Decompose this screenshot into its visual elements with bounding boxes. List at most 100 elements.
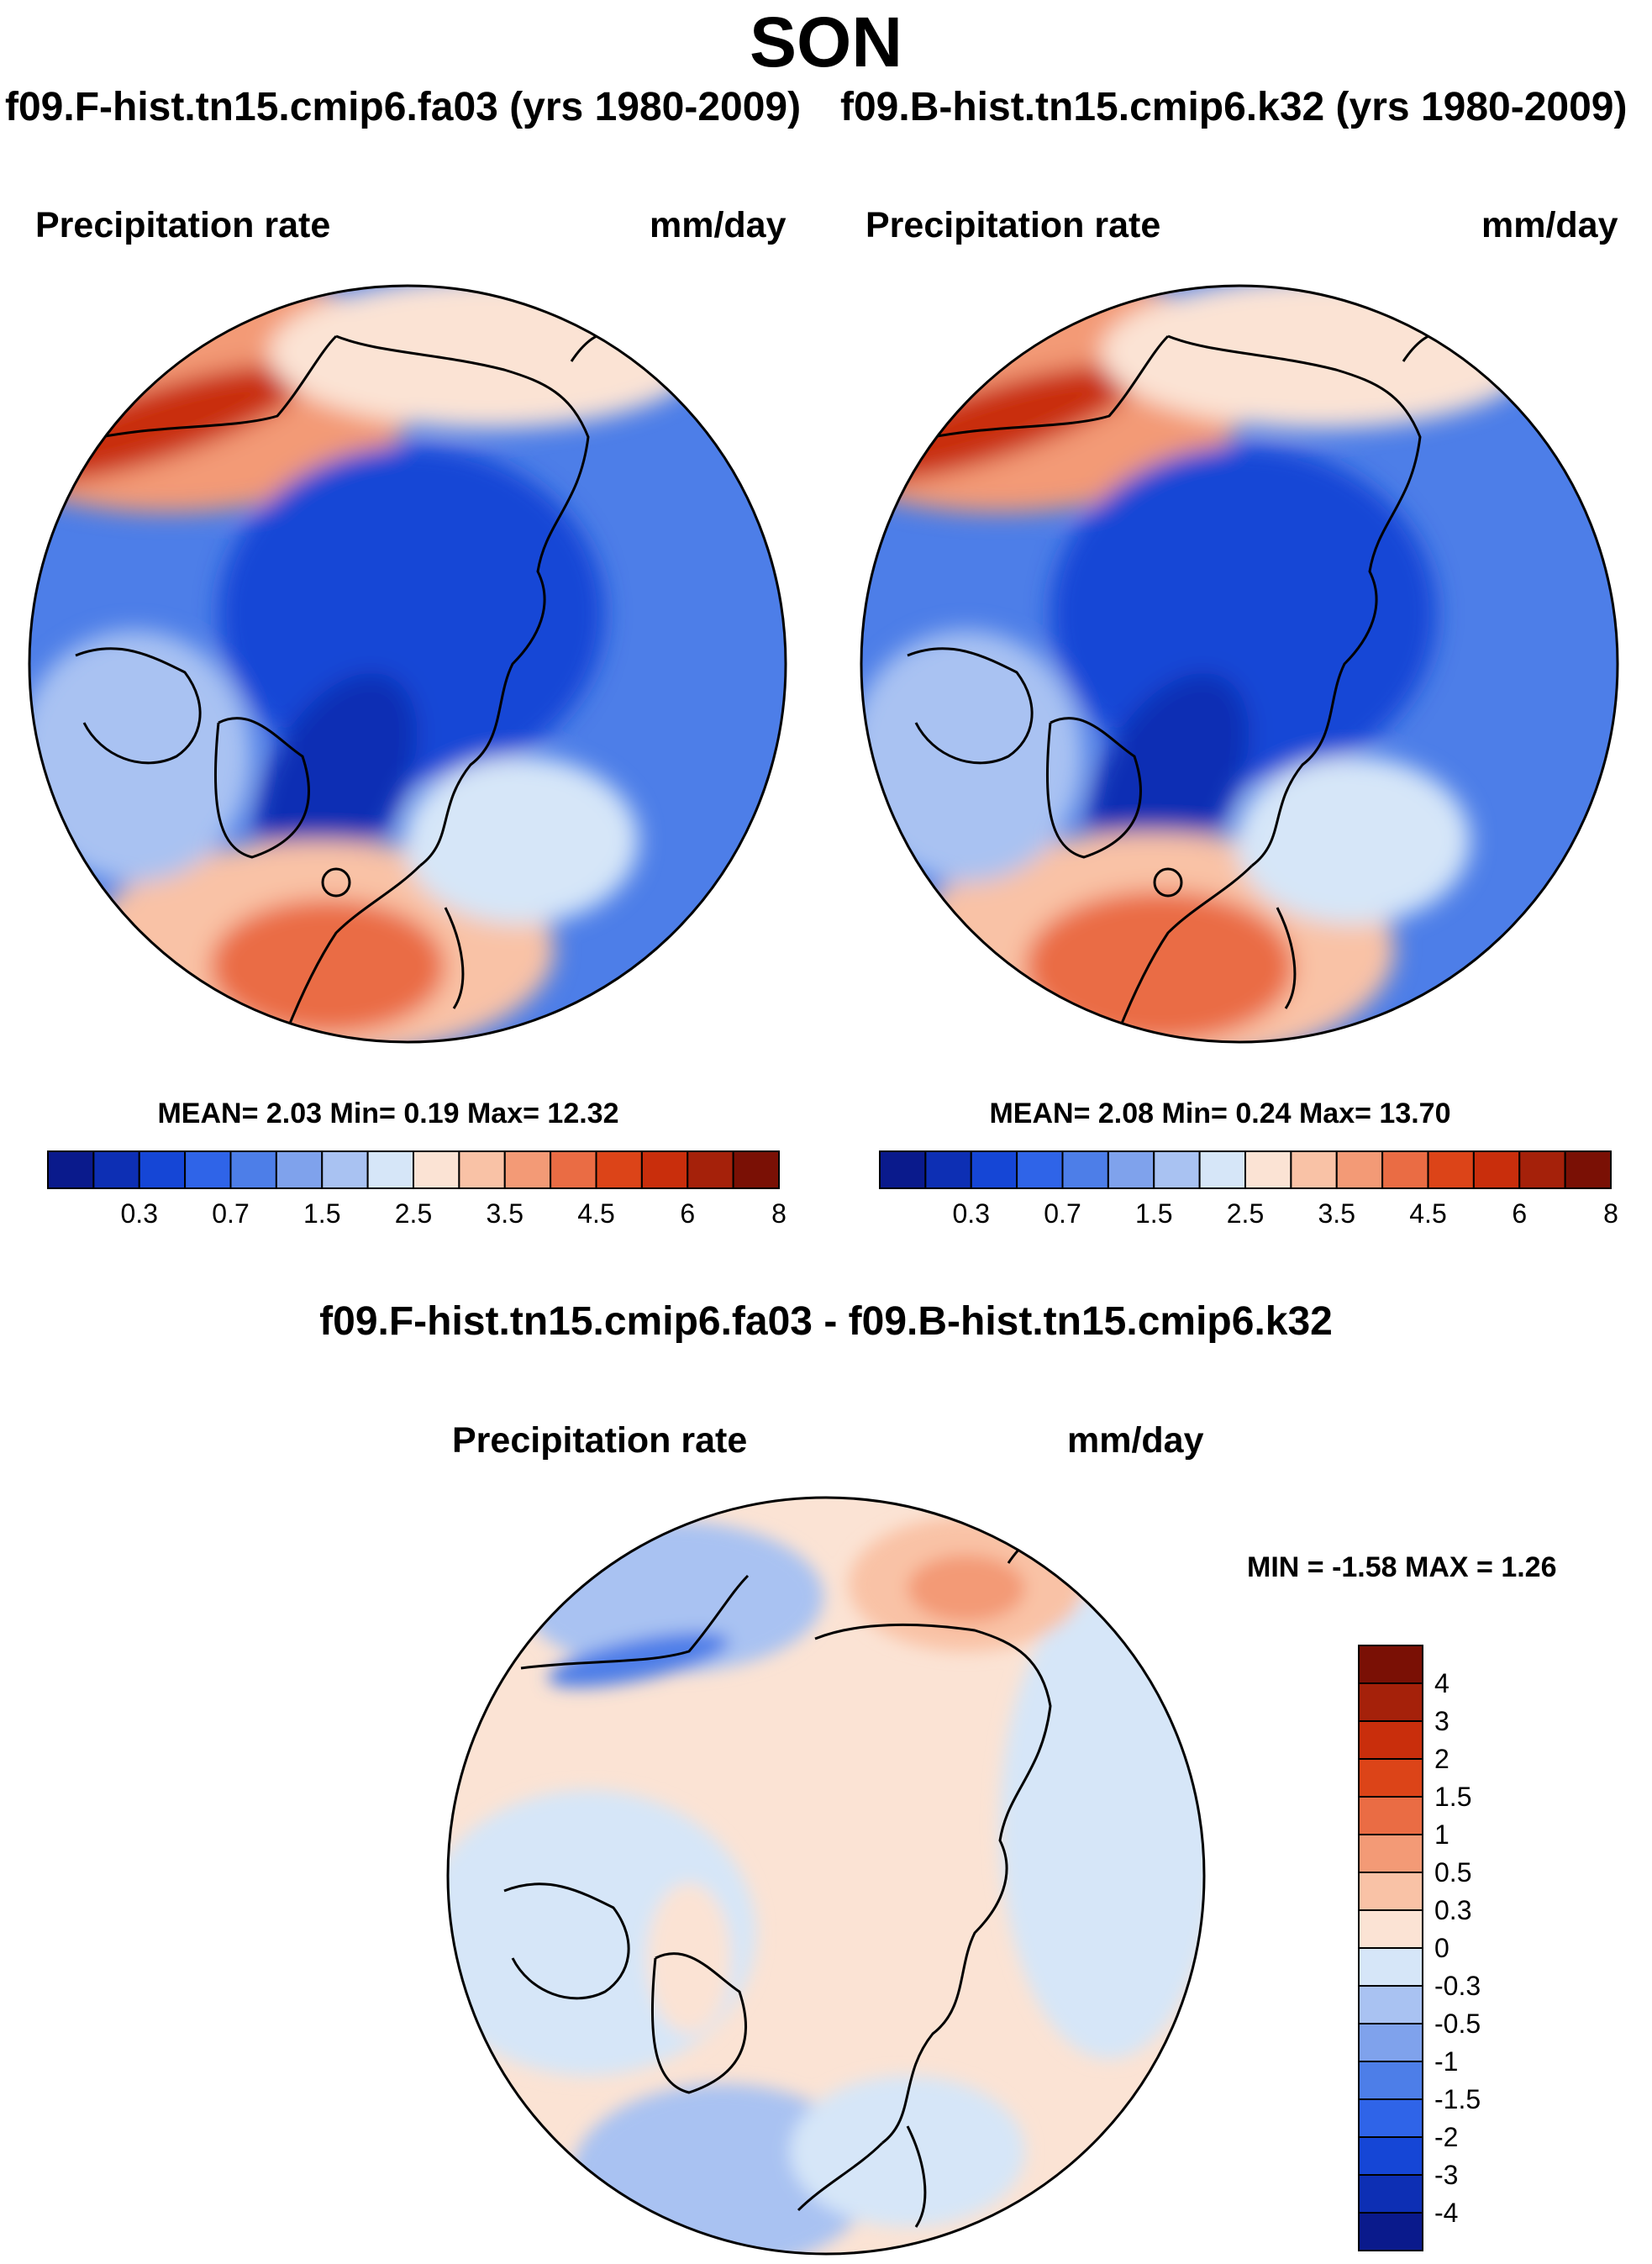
diff-colorbar [1358, 1645, 1423, 2251]
diff-variable-label: Precipitation rate [452, 1420, 748, 1461]
panel-a-colorbar-swatch [687, 1150, 734, 1189]
panel-a-variable-label: Precipitation rate [35, 205, 331, 245]
panel-a-colorbar-swatch [229, 1150, 277, 1189]
panel-a-colorbar-swatch [275, 1150, 324, 1189]
diff-colorbar-tick-label: 4 [1434, 1668, 1449, 1698]
diff-colorbar-swatch [1358, 1645, 1423, 1684]
panel-a-coastlines [75, 331, 623, 1035]
panel-b-dry-arctic [1050, 445, 1437, 782]
panel-a-colorbar-tick-label: 4.5 [577, 1198, 615, 1229]
panel-a-colorbar-swatch [640, 1150, 689, 1189]
panel-a-colorbar-swatch [321, 1150, 369, 1189]
diff-colorbar-tick-label: -4 [1434, 2198, 1459, 2228]
case-a-title: f09.F-hist.tn15.cmip6.fa03 (yrs 1980-200… [5, 85, 802, 129]
diff-colorbar-tick-label: 0.5 [1434, 1857, 1472, 1888]
panel-a-colorbar-tick-label: 3.5 [486, 1198, 523, 1229]
panel-b-colorbar-swatch [1335, 1150, 1384, 1189]
diff-colorbar-tick-label: 2 [1434, 1744, 1449, 1774]
panel-a-light-north [269, 286, 706, 429]
diff-colorbar-tick-label: -2 [1434, 2122, 1459, 2152]
panel-b-map [861, 286, 1618, 1042]
panel-a-units-label: mm/day [650, 205, 787, 245]
panel-a-map [29, 286, 786, 1042]
panel-a-colorbar-swatch [595, 1150, 643, 1189]
panel-b-colorbar-tick-label: 0.7 [1044, 1198, 1081, 1229]
panel-a-colorbar-swatch [550, 1150, 597, 1189]
diff-colorbar-swatch [1358, 2136, 1423, 2176]
panel-b-atlantic-core [1025, 891, 1294, 1042]
panel-b-colorbar-swatch [1016, 1150, 1064, 1189]
figure-season-title: SON [749, 3, 903, 82]
diff-colorbar-tick-label: 0.3 [1434, 1895, 1472, 1925]
panel-b-colorbar-swatch [1518, 1150, 1566, 1189]
panel-b-stats: MEAN= 2.08 Min= 0.24 Max= 13.70 [989, 1098, 1451, 1129]
panel-b-colorbar-swatch [1107, 1150, 1155, 1189]
diff-minmax-stats: MIN = -1.58 MAX = 1.26 [1247, 1551, 1557, 1583]
diff-colorbar-tick-label: -3 [1434, 2160, 1459, 2190]
panel-a-colorbar-swatch [47, 1150, 95, 1189]
panel-a-colorbar [47, 1150, 780, 1189]
panel-a-barents-light [403, 756, 639, 924]
diff-colorbar-swatch [1358, 2023, 1423, 2062]
panel-a-colorbar-swatch [413, 1150, 460, 1189]
panel-b-colorbar-swatch [1153, 1150, 1201, 1189]
diff-colorbar-tick-label: -0.3 [1434, 1971, 1481, 2001]
diff-colorbar-tick-label: 0 [1434, 1933, 1449, 1963]
panel-a-colorbar-tick-label: 2.5 [394, 1198, 433, 1229]
diff-colorbar-tick-label: -1 [1434, 2046, 1459, 2077]
diff-map [448, 1498, 1204, 2254]
panel-a-colorbar-swatch [732, 1150, 780, 1189]
diff-colorbar-swatch [1358, 1682, 1423, 1722]
panel-b-colorbar-swatch [879, 1150, 927, 1189]
diff-colorbar-swatch [1358, 1796, 1423, 1835]
diff-north-strong-positive [908, 1555, 1025, 1622]
panel-a-atlantic-core [210, 899, 445, 1034]
panel-b-colorbar-tick-label: 2.5 [1226, 1198, 1265, 1229]
diff-colorbar-swatch [1358, 1834, 1423, 1873]
diff-colorbar-swatch [1358, 2212, 1423, 2251]
panel-a-colorbar-swatch [92, 1150, 140, 1189]
panel-b-colorbar-tick-label: 3.5 [1318, 1198, 1355, 1229]
diff-map-border [446, 1496, 1206, 2256]
panel-a-colorbar-swatch [184, 1150, 232, 1189]
diff-colorbar-swatch [1358, 2061, 1423, 2100]
panel-a-colorbar-swatch [503, 1150, 552, 1189]
diff-colorbar-swatch [1358, 2174, 1423, 2214]
panel-b-map-border [860, 284, 1619, 1044]
panel-a-colorbar-tick-label: 0.7 [212, 1198, 250, 1229]
panel-b-colorbar-tick-label: 1.5 [1135, 1198, 1173, 1229]
panel-a-stats: MEAN= 2.03 Min= 0.19 Max= 12.32 [157, 1098, 619, 1129]
panel-a-colorbar-swatch [458, 1150, 506, 1189]
diff-colorbar-swatch [1358, 1720, 1423, 1760]
diff-colorbar-swatch [1358, 1985, 1423, 2024]
panel-a-colorbar-tick-label: 1.5 [303, 1198, 341, 1229]
panel-a-colorbar-tick-label: 6 [680, 1198, 696, 1229]
panel-b-barents-light [1235, 756, 1470, 924]
panel-b-colorbar [879, 1150, 1612, 1189]
panel-a-dry-arctic [218, 445, 605, 782]
panel-b-variable-label: Precipitation rate [865, 205, 1161, 245]
panel-a-colorbar-swatch [138, 1150, 187, 1189]
panel-b-colorbar-tick-label: 6 [1512, 1198, 1528, 1229]
panel-b-colorbar-swatch [1061, 1150, 1109, 1189]
case-b-title: f09.B-hist.tn15.cmip6.k32 (yrs 1980-2009… [840, 85, 1628, 129]
panel-b-colorbar-swatch [1427, 1150, 1475, 1189]
panel-a-colorbar-swatch [366, 1150, 414, 1189]
diff-colorbar-tick-label: 3 [1434, 1706, 1449, 1736]
panel-a-map-border [28, 284, 787, 1044]
panel-b-colorbar-swatch [1381, 1150, 1429, 1189]
panel-a-colorbar-tick-label: 0.3 [120, 1198, 158, 1229]
diff-colorbar-tick-label: 1 [1434, 1819, 1449, 1850]
diff-colorbar-tick-label: 1.5 [1434, 1782, 1472, 1812]
panel-b-colorbar-swatch [1244, 1150, 1292, 1189]
panel-b-light-north [1101, 286, 1538, 429]
panel-b-canada-light [861, 630, 1084, 882]
panel-b-colorbar-swatch [1564, 1150, 1612, 1189]
diff-colorbar-swatch [1358, 2098, 1423, 2138]
diff-colorbar-swatch [1358, 1947, 1423, 1987]
panel-a-colorbar-tick-label: 8 [771, 1198, 787, 1229]
diff-greenland-positive [647, 1882, 731, 2034]
diff-colorbar-swatch [1358, 1758, 1423, 1798]
panel-b-colorbar-tick-label: 0.3 [952, 1198, 990, 1229]
